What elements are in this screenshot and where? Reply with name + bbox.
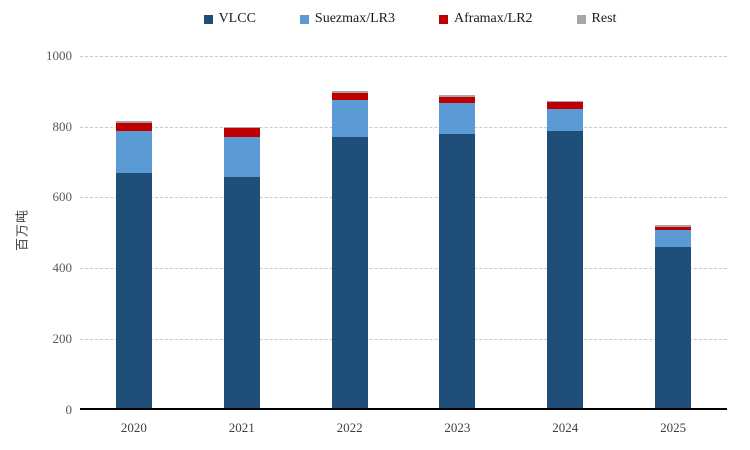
x-tick-label-2025: 2025 bbox=[660, 420, 687, 435]
bar-2020-vlcc bbox=[115, 173, 152, 410]
x-tick-label-2020: 2020 bbox=[120, 420, 147, 435]
bar-2025-rest bbox=[655, 224, 692, 227]
y-tick-label-0: 0 bbox=[65, 401, 73, 417]
y-tick-label-600: 600 bbox=[52, 189, 73, 205]
bar-2022-aframax-lr2 bbox=[331, 93, 368, 101]
gridline-400 bbox=[80, 268, 727, 270]
y-tick-label-400: 400 bbox=[52, 260, 73, 276]
y-axis-title: 百万吨 bbox=[14, 208, 30, 252]
legend-item-aframax-lr2: Aframax/LR2 bbox=[439, 11, 533, 27]
bar-2024-vlcc bbox=[547, 131, 584, 410]
y-tick-label-800: 800 bbox=[52, 118, 73, 134]
bar-2025-aframax-lr2 bbox=[655, 226, 692, 230]
bar-2024-rest bbox=[547, 100, 584, 103]
gridline-200 bbox=[80, 338, 727, 340]
bar-2022-rest bbox=[331, 91, 368, 94]
bar-2020-rest bbox=[115, 121, 152, 124]
bar-2020-suezmax-lr3 bbox=[115, 131, 152, 174]
legend-label: Suezmax/LR3 bbox=[314, 11, 396, 26]
gridline-1000 bbox=[80, 56, 727, 57]
bar-2021-aframax-lr2 bbox=[223, 128, 260, 137]
legend-swatch-suezmax-lr3 bbox=[299, 14, 309, 24]
bar-2023-vlcc bbox=[439, 133, 476, 410]
legend-swatch-aframax-lr2 bbox=[439, 14, 449, 24]
bar-2025-suezmax-lr3 bbox=[655, 229, 692, 247]
x-tick-label-2022: 2022 bbox=[336, 420, 363, 435]
legend-label: Rest bbox=[591, 11, 617, 26]
bar-2023-suezmax-lr3 bbox=[439, 102, 476, 134]
x-tick-label-2023: 2023 bbox=[444, 420, 471, 435]
x-tick-label-2024: 2024 bbox=[552, 420, 579, 435]
legend-item-suezmax-lr3: Suezmax/LR3 bbox=[299, 11, 396, 27]
legend-item-vlcc: VLCC bbox=[203, 11, 256, 27]
legend-item-rest: Rest bbox=[576, 11, 617, 27]
bar-2021-suezmax-lr3 bbox=[223, 136, 260, 177]
bar-2023-aframax-lr2 bbox=[439, 96, 476, 103]
bar-2021-vlcc bbox=[223, 176, 260, 410]
y-tick-label-1000: 1000 bbox=[46, 48, 72, 63]
legend-label: VLCC bbox=[218, 11, 256, 26]
gridline-600 bbox=[80, 197, 727, 199]
bar-2020-aframax-lr2 bbox=[115, 123, 152, 132]
bar-2022-vlcc bbox=[331, 137, 368, 410]
chart-legend: VLCC Suezmax/LR3 Aframax/LR2 Rest bbox=[0, 11, 750, 27]
bar-2021-rest bbox=[223, 126, 260, 129]
y-tick-label-200: 200 bbox=[52, 330, 73, 346]
legend-label: Aframax/LR2 bbox=[454, 11, 533, 26]
bar-2025-vlcc bbox=[655, 246, 692, 410]
bar-2024-suezmax-lr3 bbox=[547, 109, 584, 132]
x-axis-line bbox=[80, 408, 727, 410]
bar-2022-suezmax-lr3 bbox=[331, 100, 368, 138]
legend-swatch-rest bbox=[576, 14, 586, 24]
bar-2024-aframax-lr2 bbox=[547, 102, 584, 110]
gridline-800 bbox=[80, 126, 727, 128]
legend-swatch-vlcc bbox=[203, 14, 213, 24]
bar-2023-rest bbox=[439, 94, 476, 97]
x-tick-label-2021: 2021 bbox=[228, 420, 255, 435]
